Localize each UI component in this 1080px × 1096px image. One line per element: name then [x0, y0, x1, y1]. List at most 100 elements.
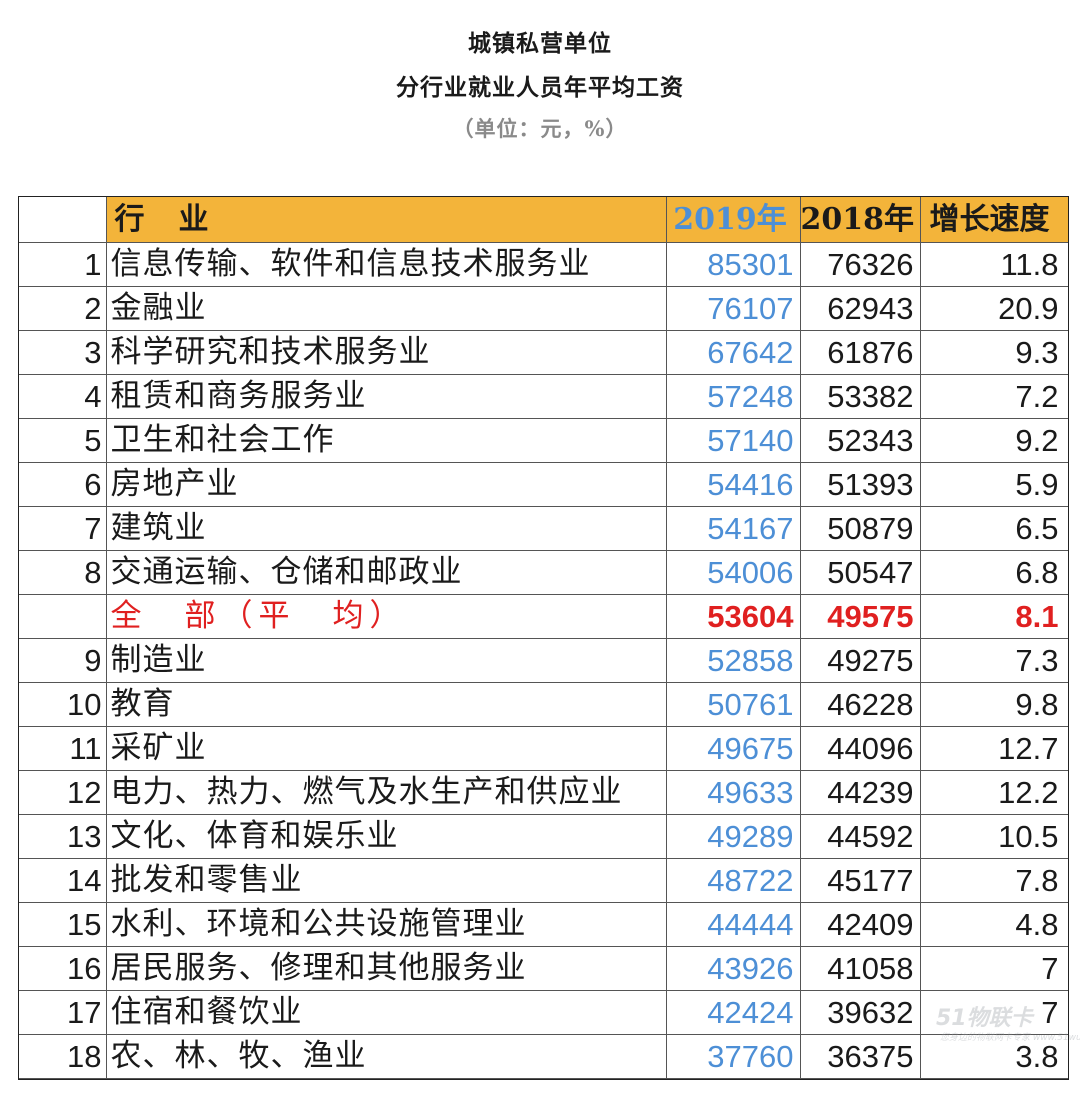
growth-rate: 4.8: [919, 901, 1068, 947]
row-index: [19, 593, 107, 639]
table-row: 5 卫生和社会工作 57140 52343 9.2: [19, 417, 1068, 463]
industry-name: 金融业: [105, 285, 667, 331]
row-index: 18: [19, 1033, 107, 1079]
table-row: 8 交通运输、仓储和邮政业 54006 50547 6.8: [19, 549, 1068, 595]
table-row: 18 农、林、牧、渔业 37760 36375 3.8: [19, 1033, 1068, 1079]
wage-2018: 49575: [799, 593, 921, 639]
wage-2018: 42409: [799, 901, 921, 947]
row-index: 4: [19, 373, 107, 419]
growth-rate: 10.5: [919, 813, 1068, 859]
growth-rate: 9.2: [919, 417, 1068, 463]
table-row: 14 批发和零售业 48722 45177 7.8: [19, 857, 1068, 903]
industry-name: 教育: [105, 681, 667, 727]
industry-name: 全 部（平 均）: [105, 593, 667, 639]
row-index: 2: [19, 285, 107, 331]
row-index: 3: [19, 329, 107, 375]
industry-name: 科学研究和技术服务业: [105, 329, 667, 375]
wage-2018: 52343: [799, 417, 921, 463]
header-index-cell: [19, 197, 107, 243]
industry-name: 房地产业: [105, 461, 667, 507]
table-row: 10 教育 50761 46228 9.8: [19, 681, 1068, 727]
title-line-2: 分行业就业人员年平均工资: [396, 74, 684, 101]
industry-name: 租赁和商务服务业: [105, 373, 667, 419]
table-row: 15 水利、环境和公共设施管理业 44444 42409 4.8: [19, 901, 1068, 947]
wage-table: 行 业 2019年 2018年 增长速度 1 信息传输、软件和信息技术服务业 853…: [19, 197, 1068, 1079]
growth-rate: 11.8: [919, 241, 1068, 287]
row-index: 14: [19, 857, 107, 903]
row-index: 17: [19, 989, 107, 1035]
wage-2019: 43926: [665, 945, 801, 991]
table-row: 4 租赁和商务服务业 57248 53382 7.2: [19, 373, 1068, 419]
wage-2018: 53382: [799, 373, 921, 419]
wage-2019: 48722: [665, 857, 801, 903]
industry-name: 采矿业: [105, 725, 667, 771]
table-row: 9 制造业 52858 49275 7.3: [19, 637, 1068, 683]
watermark-logo: 51物联卡 您身边的物联网卡专家 www.51wulianka.com: [936, 1000, 1080, 1048]
wage-2018: 44592: [799, 813, 921, 859]
row-index: 6: [19, 461, 107, 507]
growth-rate: 7.3: [919, 637, 1068, 683]
watermark-subtext: 您身边的物联网卡专家 www.51wulianka.com: [940, 1033, 1080, 1043]
header-2019: 2019年: [665, 197, 801, 243]
row-index: 16: [19, 945, 107, 991]
row-index: 12: [19, 769, 107, 815]
industry-name: 卫生和社会工作: [105, 417, 667, 463]
industry-name: 制造业: [105, 637, 667, 683]
table-header-row: 行 业 2019年 2018年 增长速度: [19, 197, 1068, 243]
wage-2019: 67642: [665, 329, 801, 375]
table-row: 3 科学研究和技术服务业 67642 61876 9.3: [19, 329, 1068, 375]
table-row: 12 电力、热力、燃气及水生产和供应业 49633 44239 12.2: [19, 769, 1068, 815]
table-row: 1 信息传输、软件和信息技术服务业 85301 76326 11.8: [19, 241, 1068, 287]
wage-2019: 53604: [665, 593, 801, 639]
growth-rate: 12.2: [919, 769, 1068, 815]
wage-2018: 61876: [799, 329, 921, 375]
wage-2019: 54006: [665, 549, 801, 595]
wage-2019: 52858: [665, 637, 801, 683]
unit-note: （单位：元，%）: [452, 116, 628, 141]
row-index: 5: [19, 417, 107, 463]
growth-rate: 7: [919, 989, 1068, 1035]
industry-name: 农、林、牧、渔业: [105, 1033, 667, 1079]
row-index: 10: [19, 681, 107, 727]
industry-name: 交通运输、仓储和邮政业: [105, 549, 667, 595]
header-industry: 行 业: [105, 197, 667, 243]
growth-rate: 7.8: [919, 857, 1068, 903]
growth-rate: 9.3: [919, 329, 1068, 375]
growth-rate: 6.5: [919, 505, 1068, 551]
wage-2018: 39632: [799, 989, 921, 1035]
wage-2018: 44096: [799, 725, 921, 771]
wage-2018: 51393: [799, 461, 921, 507]
wage-2019: 49289: [665, 813, 801, 859]
wage-2019: 44444: [665, 901, 801, 947]
table-row: 6 房地产业 54416 51393 5.9: [19, 461, 1068, 507]
growth-rate: 12.7: [919, 725, 1068, 771]
wage-2018: 50879: [799, 505, 921, 551]
wage-2019: 49675: [665, 725, 801, 771]
row-index: 11: [19, 725, 107, 771]
industry-name: 建筑业: [105, 505, 667, 551]
watermark-logo-text: 51物联卡: [936, 1006, 1033, 1031]
wage-2019: 57248: [665, 373, 801, 419]
growth-rate: 8.1: [919, 593, 1068, 639]
industry-name: 文化、体育和娱乐业: [105, 813, 667, 859]
industry-name: 批发和零售业: [105, 857, 667, 903]
table-row: 11 采矿业 49675 44096 12.7: [19, 725, 1068, 771]
wage-table-frame: 行 业 2019年 2018年 增长速度 1 信息传输、软件和信息技术服务业 853…: [18, 196, 1069, 1080]
growth-rate: 7: [919, 945, 1068, 991]
title-line-1: 城镇私营单位: [468, 30, 612, 57]
growth-rate: 3.8: [919, 1033, 1068, 1079]
row-index: 8: [19, 549, 107, 595]
industry-name: 信息传输、软件和信息技术服务业: [105, 241, 667, 287]
wage-2018: 49275: [799, 637, 921, 683]
growth-rate: 7.2: [919, 373, 1068, 419]
wage-2019: 85301: [665, 241, 801, 287]
industry-name: 居民服务、修理和其他服务业: [105, 945, 667, 991]
wage-2018: 44239: [799, 769, 921, 815]
wage-2019: 57140: [665, 417, 801, 463]
industry-name: 电力、热力、燃气及水生产和供应业: [105, 769, 667, 815]
industry-name: 水利、环境和公共设施管理业: [105, 901, 667, 947]
growth-rate: 9.8: [919, 681, 1068, 727]
wage-2018: 41058: [799, 945, 921, 991]
growth-rate: 5.9: [919, 461, 1068, 507]
wage-2019: 49633: [665, 769, 801, 815]
